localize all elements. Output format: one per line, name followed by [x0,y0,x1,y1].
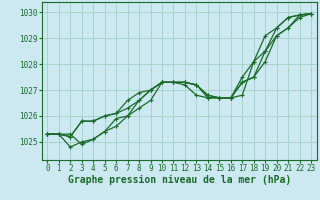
X-axis label: Graphe pression niveau de la mer (hPa): Graphe pression niveau de la mer (hPa) [68,175,291,185]
